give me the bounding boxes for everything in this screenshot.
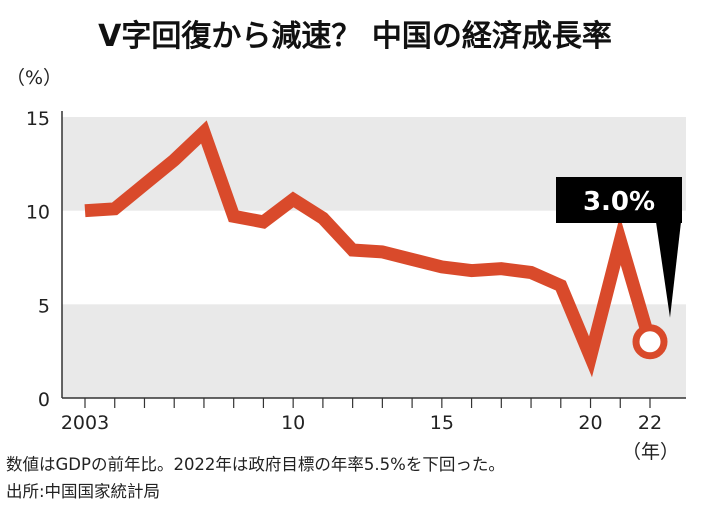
y-tick-label-0: 0 (38, 389, 50, 411)
x-tick-label-2015: 15 (430, 412, 454, 434)
callout-layer: 3.0% (556, 177, 682, 360)
note-line-2: 出所:中国国家統計局 (6, 482, 160, 501)
chart-title: V字回復から減速？ 中国の経済成長率 (98, 19, 612, 54)
last-point-marker (632, 324, 668, 360)
y-tick-label-15: 15 (26, 108, 50, 130)
series-line-0 (84, 120, 657, 378)
axes (61, 111, 686, 408)
y-tick-label-10: 10 (26, 202, 50, 224)
x-tick-label-2010: 10 (281, 412, 305, 434)
y-tick-labels: 0 5 10 15 (26, 108, 50, 411)
note-line-1: 数値はGDPの前年比。2022年は政府目標の年率5.5%を下回った。 (6, 455, 505, 474)
callout-box (556, 177, 682, 223)
callout-pointer (656, 222, 681, 318)
y-tick-label-5: 5 (38, 295, 50, 317)
y-axis-unit-label: （%） (6, 67, 62, 89)
x-axis-unit-label: （年） (622, 441, 679, 463)
x-tick-label-2003: 2003 (61, 412, 109, 434)
x-tick-label-2022: 22 (638, 412, 662, 434)
x-tick-labels: 2003 10 15 20 22 (61, 412, 662, 434)
callout-label: 3.0% (583, 187, 655, 217)
series-layer (84, 120, 657, 378)
x-tick-label-2020: 20 (578, 412, 602, 434)
